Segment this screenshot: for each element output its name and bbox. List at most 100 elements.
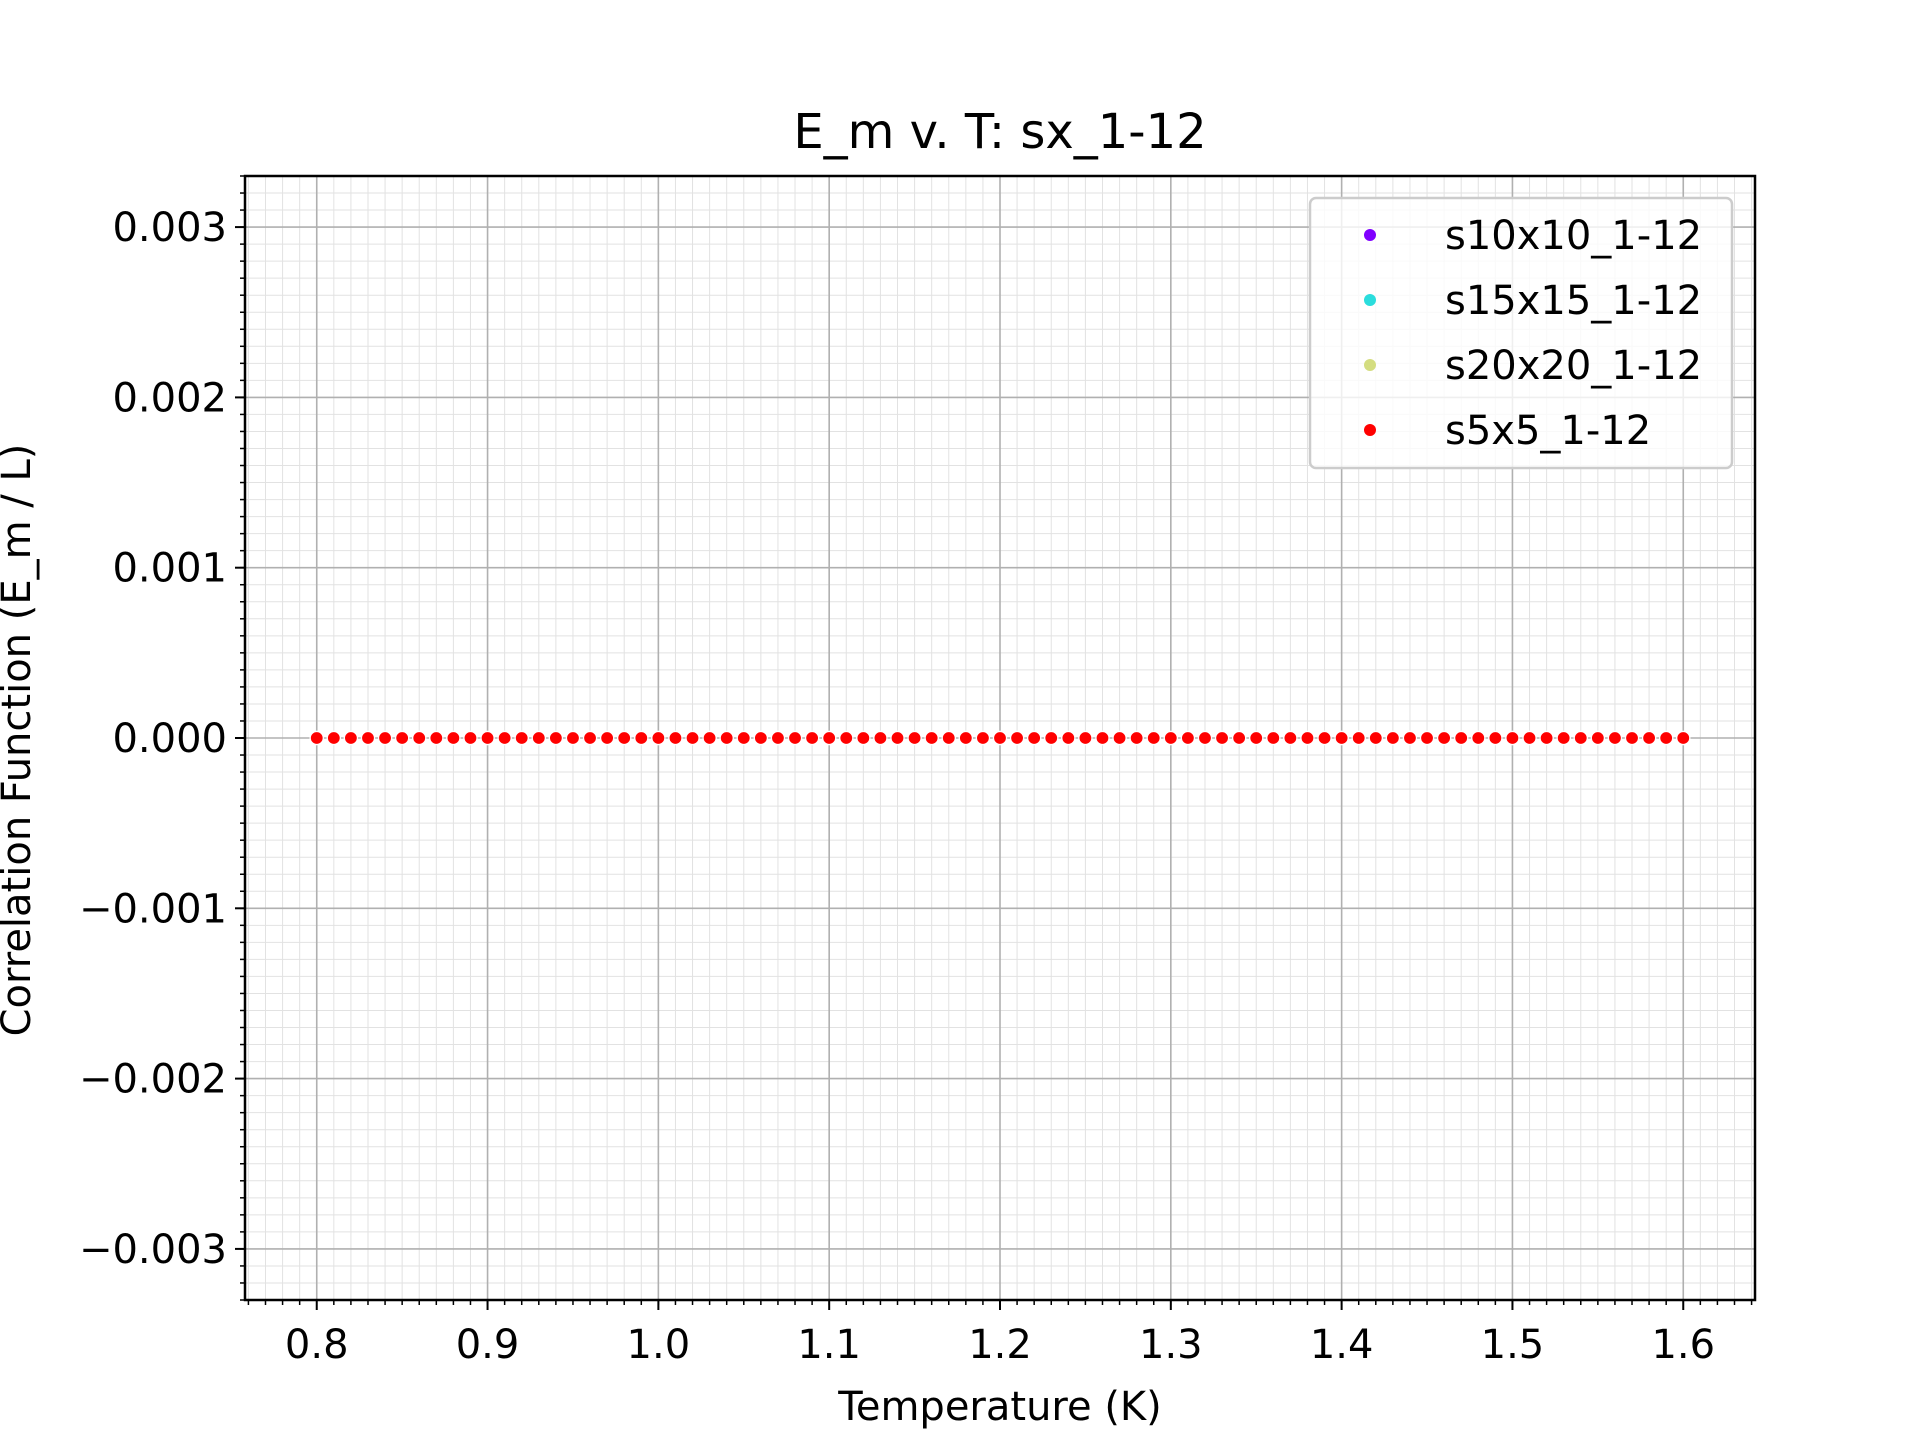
data-point <box>565 730 581 746</box>
data-point <box>514 730 529 746</box>
series-layer <box>309 730 1691 746</box>
x-tick-label: 0.9 <box>456 1322 520 1368</box>
y-tick-label: −0.001 <box>79 886 227 932</box>
data-point <box>377 730 393 746</box>
legend-label: s20x20_1-12 <box>1445 343 1702 389</box>
data-point <box>1556 730 1571 746</box>
data-point <box>1505 730 1520 746</box>
data-point <box>1573 730 1588 746</box>
data-point <box>839 730 854 746</box>
data-point <box>668 730 683 746</box>
data-point <box>1659 730 1674 746</box>
legend-label: s5x5_1-12 <box>1445 408 1651 454</box>
data-point <box>326 730 341 746</box>
data-point <box>1146 730 1161 746</box>
data-point <box>634 730 649 746</box>
data-point <box>1522 730 1537 746</box>
legend: s10x10_1-12 s15x15_1-12 s20x20_1-12 s5x5_1-… <box>1308 196 1734 470</box>
y-tick-label: −0.002 <box>79 1057 227 1103</box>
data-point <box>582 730 598 746</box>
x-tick-label: 1.3 <box>1139 1322 1203 1368</box>
y-tick-label: 0.000 <box>112 716 227 762</box>
data-point <box>600 730 615 746</box>
data-point <box>1061 730 1076 746</box>
data-point <box>975 730 991 746</box>
y-axis: 0.003 0.002 0.001 0.000 −0.001 −0.002 −0.003 <box>79 175 245 1301</box>
y-axis-title: Correlation Function (E_m / L) <box>0 444 40 1037</box>
data-point <box>412 730 427 746</box>
x-axis: 0.8 0.9 1.0 1.1 1.2 1.3 1.4 1.5 1.6 <box>247 1300 1753 1368</box>
data-point <box>1402 730 1418 746</box>
data-point <box>1112 730 1127 746</box>
x-tick-label: 1.5 <box>1481 1322 1545 1368</box>
chart-title: E_m v. T: sx_1-12 <box>793 104 1206 160</box>
data-point <box>651 730 666 746</box>
data-point <box>1590 730 1605 746</box>
data-point <box>1027 730 1042 746</box>
data-point <box>497 730 512 746</box>
data-point <box>1266 730 1281 746</box>
data-point <box>1317 730 1332 746</box>
data-point <box>309 730 324 746</box>
data-point <box>1180 730 1195 746</box>
data-point <box>992 730 1008 746</box>
data-point <box>1232 730 1247 746</box>
data-point <box>719 730 734 746</box>
data-point <box>343 730 359 746</box>
data-point <box>1368 730 1383 746</box>
data-point <box>787 730 803 746</box>
x-tick-label: 1.2 <box>968 1322 1032 1368</box>
legend-marker <box>1364 424 1376 436</box>
y-tick-label: 0.001 <box>112 546 227 592</box>
data-point <box>1283 730 1298 746</box>
data-point <box>822 730 837 746</box>
data-point <box>531 730 546 746</box>
legend-marker <box>1364 229 1376 241</box>
data-point <box>463 730 478 746</box>
data-point <box>1334 730 1349 746</box>
data-point <box>890 730 905 746</box>
data-point <box>1539 730 1554 746</box>
data-point <box>1351 730 1366 746</box>
x-tick-label: 1.4 <box>1310 1322 1374 1368</box>
x-tick-label: 0.8 <box>285 1322 349 1368</box>
data-point <box>1300 730 1315 746</box>
data-point <box>1095 730 1110 746</box>
legend-box <box>1308 196 1734 470</box>
data-point <box>429 730 444 746</box>
data-point <box>1471 730 1486 746</box>
x-tick-label: 1.0 <box>627 1322 691 1368</box>
data-point <box>1129 730 1144 746</box>
data-point <box>924 730 939 746</box>
data-point <box>1641 730 1657 746</box>
data-point <box>1488 730 1503 746</box>
legend-marker <box>1364 359 1376 371</box>
legend-label: s10x10_1-12 <box>1445 213 1702 259</box>
data-point <box>770 730 786 746</box>
data-point <box>1163 730 1178 746</box>
x-tick-label: 1.1 <box>797 1322 861 1368</box>
data-point <box>1676 730 1691 746</box>
data-point <box>1197 730 1213 746</box>
data-point <box>702 730 717 746</box>
data-point <box>958 730 973 746</box>
x-axis-title: Temperature (K) <box>837 1384 1162 1430</box>
data-point <box>548 730 563 746</box>
data-point <box>1009 730 1025 746</box>
data-point <box>1437 730 1452 746</box>
y-tick-label: 0.002 <box>112 375 227 421</box>
data-point <box>753 730 768 746</box>
data-point <box>941 730 956 746</box>
data-point <box>1249 730 1264 746</box>
data-point <box>1419 730 1435 746</box>
data-point <box>856 730 871 746</box>
x-tick-label: 1.6 <box>1651 1322 1715 1368</box>
data-point <box>360 730 376 746</box>
data-point <box>1078 730 1093 746</box>
data-point <box>1454 730 1469 746</box>
y-tick-label: 0.003 <box>112 205 227 251</box>
data-point <box>395 730 410 746</box>
legend-label: s15x15_1-12 <box>1445 278 1702 324</box>
data-point <box>1385 730 1400 746</box>
